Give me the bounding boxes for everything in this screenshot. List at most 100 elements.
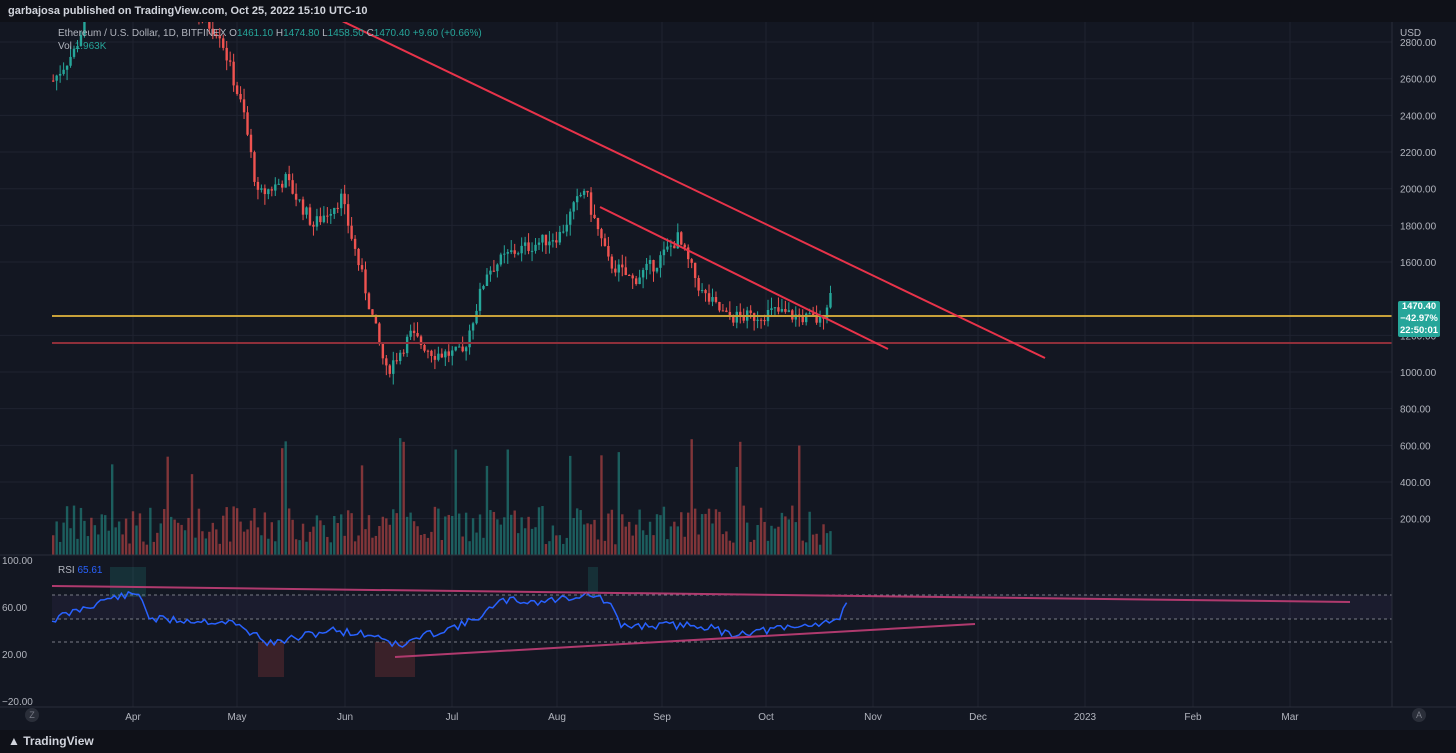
volume-bar xyxy=(680,512,683,555)
open-label: O xyxy=(229,28,237,39)
symbol-title: Ethereum / U.S. Dollar, 1D, BITFINEX xyxy=(58,28,227,39)
volume-bar xyxy=(697,534,700,555)
candle-body xyxy=(242,99,246,113)
volume-bar xyxy=(624,526,627,555)
candle-body xyxy=(728,311,732,317)
candle-body xyxy=(530,250,534,252)
volume-bar xyxy=(274,541,277,555)
candle-body xyxy=(461,346,464,352)
candle-body xyxy=(777,307,780,312)
volume-bar xyxy=(478,514,482,555)
rsi-trendline-bottom[interactable] xyxy=(394,623,976,658)
candle-body xyxy=(666,246,669,250)
candle-body xyxy=(763,320,766,322)
volume-bar xyxy=(673,521,676,555)
rsi-tick-label: 100.00 xyxy=(2,556,33,567)
time-axis[interactable]: Apr May Jun Jul Aug Sep Oct Nov Dec 2023 Feb Mar xyxy=(125,712,1299,723)
volume-bar xyxy=(471,518,475,555)
candle-body xyxy=(263,188,267,195)
candle-body xyxy=(628,274,631,276)
volume-legend[interactable]: Vol 1.963K xyxy=(58,41,106,52)
volume-bar xyxy=(399,438,402,555)
volume-bar xyxy=(263,512,267,555)
candle-body xyxy=(350,225,353,239)
volume-bar xyxy=(645,534,648,555)
rsi-axis[interactable]: 100.00 60.00 20.00 −20.00 xyxy=(2,556,33,708)
volume-bar xyxy=(739,441,742,555)
candle-body xyxy=(426,350,430,352)
publish-header: garbajosa published on TradingView.com, … xyxy=(0,0,1456,22)
candle-body xyxy=(617,264,621,273)
candle-body xyxy=(55,75,58,81)
candle-body xyxy=(454,346,457,351)
candle-body xyxy=(537,242,541,245)
high-label: H xyxy=(275,28,284,39)
volume-bar xyxy=(634,524,638,555)
candle-body xyxy=(496,264,499,272)
candle-body xyxy=(412,330,416,334)
volume-bar xyxy=(371,537,374,555)
candle-body xyxy=(430,350,433,357)
volume-bar xyxy=(402,441,405,555)
candle-body xyxy=(444,351,447,358)
volume-bar xyxy=(752,539,756,555)
volume-bar xyxy=(732,542,735,555)
volume-bar xyxy=(79,507,83,555)
trendline-short[interactable] xyxy=(599,206,889,350)
volume-bar xyxy=(72,505,76,555)
volume-bar xyxy=(104,515,107,555)
volume-bar xyxy=(607,513,610,555)
volume-bar xyxy=(818,544,822,555)
symbol-legend[interactable]: Ethereum / U.S. Dollar, 1D, BITFINEX O14… xyxy=(58,28,482,39)
zoom-reset-button[interactable]: Z xyxy=(25,708,39,722)
candle-body xyxy=(246,112,249,135)
candle-body xyxy=(565,224,568,232)
auto-scale-button[interactable]: A xyxy=(1412,708,1426,722)
volume-bar xyxy=(700,514,704,555)
volume-bar xyxy=(287,508,291,555)
rsi-legend[interactable]: RSI 65.61 xyxy=(58,565,102,576)
candle-body xyxy=(787,310,791,312)
volume-bar xyxy=(506,449,509,555)
candle-body xyxy=(607,245,610,257)
candle-body xyxy=(381,342,385,359)
volume-bar xyxy=(447,514,450,555)
candle-body xyxy=(752,313,756,321)
volume-bar xyxy=(163,509,166,555)
volume-bar xyxy=(322,525,326,555)
candle-body xyxy=(700,290,704,292)
trendline-long[interactable] xyxy=(340,22,1046,359)
volume-bar xyxy=(503,517,506,555)
volume-bar xyxy=(780,512,784,555)
candle-body xyxy=(534,244,537,251)
volume-bar xyxy=(662,506,666,555)
rsi-value: 65.61 xyxy=(77,565,103,576)
candle-body xyxy=(551,240,555,242)
volume-bar xyxy=(787,519,791,555)
candle-body xyxy=(76,45,79,49)
volume-bar xyxy=(791,505,794,555)
volume-bar xyxy=(492,511,496,555)
volume-bar xyxy=(315,515,319,555)
volume-bar xyxy=(572,518,575,555)
candle-body xyxy=(312,224,315,227)
rsi-trendline-top[interactable] xyxy=(51,585,1351,603)
volume-bar xyxy=(648,521,652,555)
low-label: L xyxy=(322,28,328,39)
volume-bar xyxy=(742,505,745,555)
candle-body xyxy=(329,213,332,216)
volume-bar xyxy=(534,527,537,555)
volume-bar xyxy=(159,523,162,555)
volume-bar xyxy=(239,521,242,555)
candle-body xyxy=(673,245,676,249)
candle-body xyxy=(253,152,256,182)
volume-bar xyxy=(281,448,284,555)
candle-body xyxy=(510,250,513,253)
chart-background xyxy=(0,22,1456,730)
volume-bar xyxy=(527,516,530,555)
volume-bar xyxy=(242,531,246,555)
chart-canvas[interactable]: USD 2800.00 2600.00 2400.00 2200.00 2000.00 1… xyxy=(0,22,1456,730)
candle-body xyxy=(225,47,228,61)
candle-body xyxy=(721,310,725,312)
